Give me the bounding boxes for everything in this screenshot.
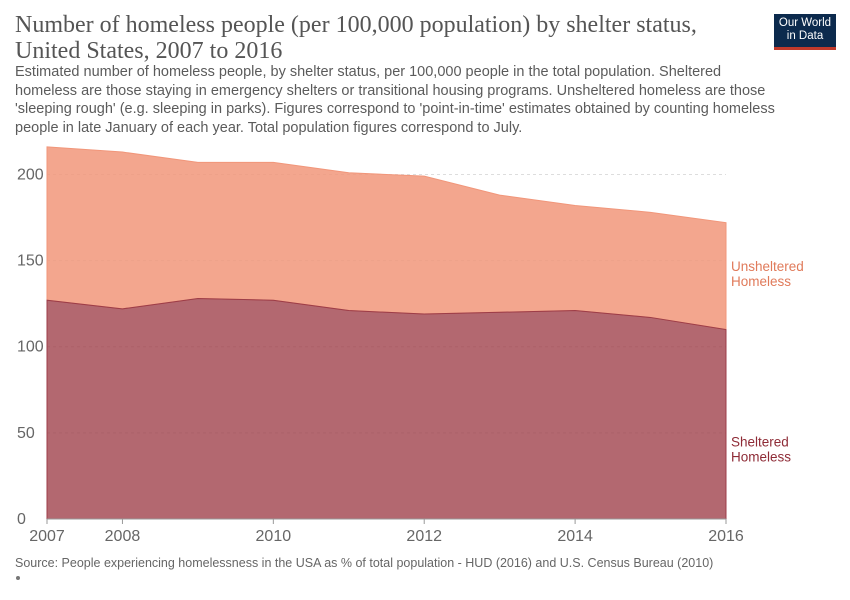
area-sheltered (46, 297, 727, 520)
owid-logo[interactable]: Our World in Data (774, 14, 836, 50)
y-tick-label-100: 100 (17, 339, 44, 356)
x-tick-label-2010: 2010 (256, 528, 292, 545)
x-tick-label-2007: 2007 (29, 528, 65, 545)
footer-dot (16, 576, 20, 580)
logo-line-2: in Data (786, 30, 824, 42)
chart-subtitle: Estimated number of homeless people, by … (15, 64, 775, 136)
x-tick-label-2012: 2012 (406, 528, 442, 545)
y-tick-label-0: 0 (17, 511, 26, 528)
series-label-sheltered: Sheltered Homeless (731, 434, 791, 464)
logo-line-1: Our World (778, 17, 832, 29)
y-tick-label-50: 50 (17, 425, 35, 442)
chart-title: Number of homeless people (per 100,000 p… (15, 12, 697, 64)
y-tick-label-200: 200 (17, 166, 44, 183)
source-note: Source: People experiencing homelessness… (15, 556, 714, 570)
x-tick-label-2008: 2008 (105, 528, 141, 545)
y-tick-label-150: 150 (17, 253, 44, 270)
x-tick-label-2016: 2016 (708, 528, 744, 545)
x-tick-label-2014: 2014 (557, 528, 593, 545)
series-label-unsheltered: Unsheltered Homeless (731, 259, 804, 289)
